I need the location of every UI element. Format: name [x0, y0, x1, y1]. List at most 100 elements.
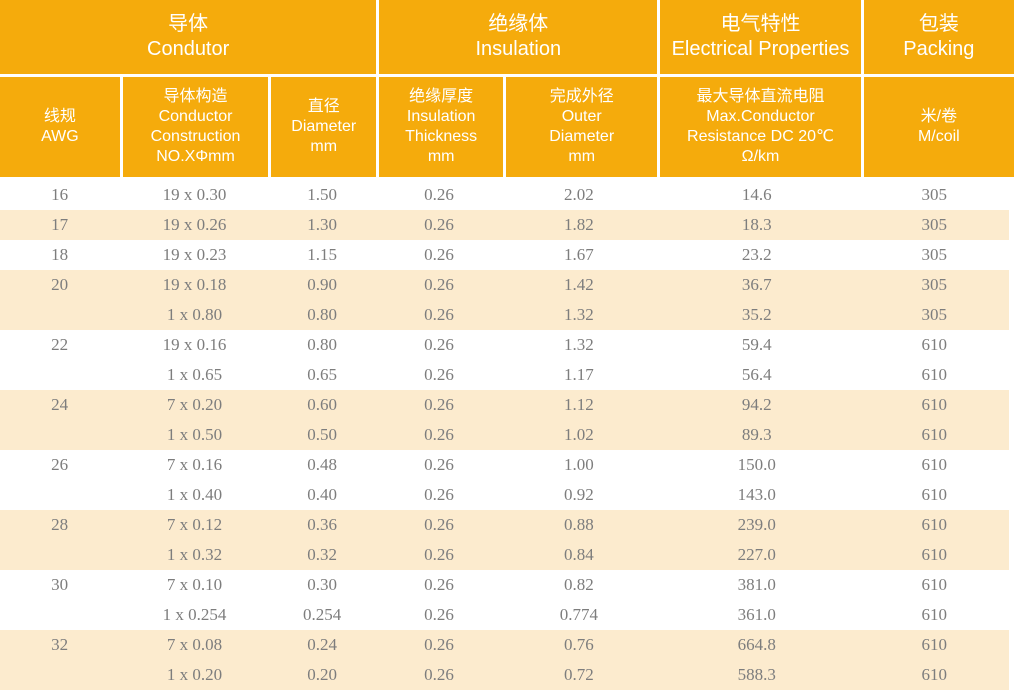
table-cell: 0.26 — [424, 545, 454, 564]
table-cell: 1 x 0.20 — [166, 665, 223, 684]
table-cell: 1.82 — [563, 215, 594, 234]
table-cell: 1 x 0.32 — [166, 545, 223, 564]
table-cell: 150.0 — [737, 455, 776, 474]
table-cell: 1.02 — [563, 425, 594, 444]
group-header-conductor-zh: 导体 — [168, 13, 209, 35]
table-row: 26 7 x 0.16 0.48 0.26 1.00 150.0 610 — [0, 450, 1009, 480]
table-row: 1 x 0.80 0.80 0.26 1.32 35.2 305 — [0, 300, 1009, 330]
table-cell: 0.82 — [563, 575, 594, 594]
column-header-line: mm — [427, 148, 455, 165]
table-cell: 361.0 — [737, 605, 776, 624]
table-cell: 18 — [51, 245, 69, 264]
table-cell: 28 — [51, 515, 69, 534]
table-cell: 59.4 — [741, 335, 772, 354]
table-cell: 0.30 — [307, 575, 338, 594]
table-cell: 0.84 — [563, 545, 594, 564]
column-header-line: 线规 — [43, 108, 76, 125]
table-cell: 610 — [921, 455, 947, 474]
table-cell: 0.26 — [424, 215, 454, 234]
table-cell: 1.50 — [307, 185, 338, 204]
column-header-awg: 线规 AWG — [0, 77, 120, 177]
group-header-electrical-en: Electrical Properties — [671, 38, 850, 60]
table-cell: 0.26 — [424, 335, 454, 354]
table-row: 32 7 x 0.08 0.24 0.26 0.76 664.8 610 — [0, 630, 1009, 660]
table-cell: 89.3 — [741, 425, 772, 444]
table-cell: 1.15 — [307, 245, 338, 264]
column-header-line: 最大导体直流电阻 — [696, 88, 825, 105]
column-header-line: Resistance DC 20℃ — [687, 128, 834, 145]
table-cell: 305 — [921, 305, 947, 324]
table-cell: 1 x 0.40 — [166, 485, 223, 504]
column-header-line: mm — [568, 148, 596, 165]
table-row: 20 19 x 0.18 0.90 0.26 1.42 36.7 305 — [0, 270, 1009, 300]
table-cell: 0.26 — [424, 245, 454, 264]
column-header-line: Diameter — [291, 118, 357, 135]
table-cell: 610 — [921, 335, 947, 354]
table-cell — [0, 420, 119, 450]
table-cell: 305 — [921, 275, 947, 294]
table-cell: 19 x 0.16 — [162, 335, 227, 354]
column-header-line: Thickness — [405, 128, 478, 145]
column-header-line: AWG — [41, 128, 79, 145]
table-cell: 0.80 — [307, 335, 338, 354]
table-cell: 36.7 — [741, 275, 772, 294]
table-cell: 94.2 — [741, 395, 772, 414]
table-cell — [0, 300, 119, 330]
table-cell — [0, 540, 119, 570]
table-cell: 610 — [921, 425, 947, 444]
column-header-line: Insulation — [406, 108, 476, 125]
table-body: 16 19 x 0.30 1.50 0.26 2.02 14.6 305 17 19 x 0.2… — [0, 180, 1014, 690]
table-cell: 17 — [51, 215, 69, 234]
table-cell: 0.26 — [424, 275, 454, 294]
table-cell: 381.0 — [737, 575, 776, 594]
table-row: 16 19 x 0.30 1.50 0.26 2.02 14.6 305 — [0, 180, 1009, 210]
table-cell: 0.76 — [563, 635, 594, 654]
table-cell: 610 — [921, 365, 947, 384]
column-header-line: NO.XΦmm — [156, 148, 235, 165]
table-row: 1 x 0.40 0.40 0.26 0.92 143.0 610 — [0, 480, 1009, 510]
column-header-line: mm — [310, 138, 338, 155]
table-cell — [0, 600, 119, 630]
column-header-line: Diameter — [549, 128, 615, 145]
table-cell: 0.26 — [424, 395, 454, 414]
table-cell: 0.26 — [424, 185, 454, 204]
table-cell: 7 x 0.12 — [166, 515, 223, 534]
table-row: 1 x 0.50 0.50 0.26 1.02 89.3 610 — [0, 420, 1009, 450]
table-cell: 610 — [921, 665, 947, 684]
table-cell: 0.65 — [307, 365, 338, 384]
column-header-line: Outer — [561, 108, 602, 125]
group-header-conductor: 导体 Condutor — [0, 0, 377, 74]
group-header-electrical-zh: 电气特性 — [720, 13, 801, 35]
table-cell: 14.6 — [741, 185, 772, 204]
table-cell: 2.02 — [563, 185, 594, 204]
table-cell: 1 x 0.80 — [166, 305, 223, 324]
table-cell: 1.17 — [563, 365, 594, 384]
table-cell: 227.0 — [737, 545, 776, 564]
table-cell: 0.92 — [563, 485, 594, 504]
table-cell: 16 — [51, 185, 69, 204]
table-cell: 0.24 — [307, 635, 338, 654]
table-cell: 0.26 — [424, 365, 454, 384]
table-cell: 0.26 — [424, 635, 454, 654]
table-cell: 24 — [51, 395, 69, 414]
table-cell: 0.26 — [424, 425, 454, 444]
table-cell: 20 — [51, 275, 69, 294]
table-cell: 1 x 0.254 — [162, 605, 227, 624]
table-cell: 0.26 — [424, 305, 454, 324]
table-cell: 610 — [921, 605, 947, 624]
table-cell: 26 — [51, 455, 69, 474]
table-cell: 19 x 0.18 — [162, 275, 227, 294]
table-row: 28 7 x 0.12 0.36 0.26 0.88 239.0 610 — [0, 510, 1009, 540]
table-cell: 7 x 0.10 — [166, 575, 223, 594]
table-cell: 1.42 — [563, 275, 594, 294]
table-cell: 1.32 — [563, 335, 594, 354]
table-cell: 0.36 — [307, 515, 338, 534]
table-cell: 588.3 — [737, 665, 776, 684]
column-header-line: Max.Conductor — [706, 108, 815, 125]
table-cell: 30 — [51, 575, 69, 594]
table-cell: 0.60 — [307, 395, 338, 414]
column-header-line: Construction — [150, 128, 241, 145]
table-cell: 0.26 — [424, 605, 454, 624]
table-cell: 610 — [921, 635, 947, 654]
